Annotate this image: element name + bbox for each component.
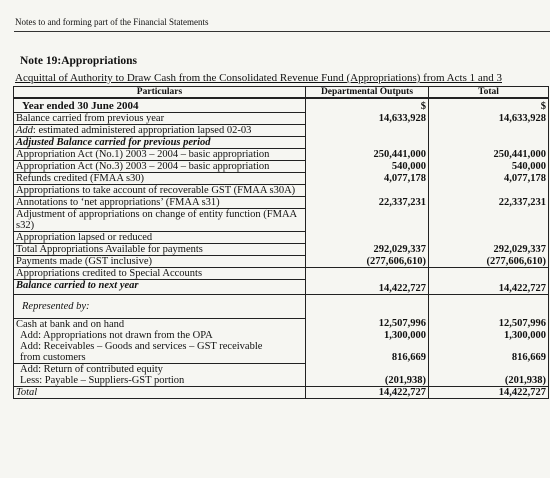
total-value: 14,422,727 [428,279,549,295]
row-label: Add: Receivables – Goods and services – … [13,340,306,352]
row-label: Adjusted Balance carried for previous pe… [13,136,306,149]
table-row: Adjustment of appropriations on change o… [13,208,549,232]
table-row: Appropriation lapsed or reduced [13,231,549,244]
total-value: (277,606,610) [428,255,549,268]
total-value: 540,000 [428,160,549,173]
row-label: Payments made (GST inclusive) [13,255,306,268]
table-row: Adjusted Balance carried for previous pe… [13,136,549,149]
represented-by-label: Represented by: [13,294,306,318]
dept-value: 12,507,996 [305,318,429,330]
dept-value: 292,029,337 [305,243,429,256]
dept-value: 14,422,727 [305,386,429,399]
table-row: Add: estimated administered appropriatio… [13,124,549,137]
dept-value: 4,077,178 [305,172,429,185]
row-label: Balance carried to next year [13,279,306,295]
total-value: (201,938) [428,374,549,387]
total-value: 816,669 [428,351,549,363]
row-label: Total Appropriations Available for payme… [13,243,306,256]
row-label-text: : estimated administered appropriation l… [32,125,252,136]
dept-value: 816,669 [305,351,429,363]
table-row: Balance carried from previous year 14,63… [13,112,549,125]
table-row: Cash at bank and on hand 12,507,996 12,5… [13,317,549,330]
row-label: Annotations to ‘net appropriations’ (FMA… [13,196,306,209]
table-row: Less: Payable – Suppliers-GST portion (2… [13,374,549,387]
year-label: Year ended 30 June 2004 [13,98,306,113]
represented-by-row: Represented by: [13,294,549,318]
row-label: Refunds credited (FMAA s30) [13,172,306,185]
note-title: Note 19:Appropriations [20,55,138,67]
row-label: Cash at bank and on hand [13,317,306,330]
total-row: Total 14,422,727 14,422,727 [13,385,549,399]
dept-value: 540,000 [305,160,429,173]
dept-currency: $ [305,98,429,113]
total-value: 4,077,178 [428,172,549,185]
total-value: 12,507,996 [428,318,549,330]
dept-value: 22,337,231 [305,196,429,209]
dept-value: (201,938) [305,374,429,387]
total-value: 1,300,000 [428,329,549,341]
dept-value: 14,633,928 [305,112,429,125]
table-row: Add: Receivables – Goods and services – … [13,340,549,352]
appropriations-table: Particulars Departmental Outputs Total Y… [13,86,549,399]
table-row: Balance carried to next year 14,422,727 … [13,279,549,295]
total-value: 22,337,231 [428,196,549,209]
row-label: Total [13,385,306,399]
year-row: Year ended 30 June 2004 $ $ [13,98,549,113]
table-header-row: Particulars Departmental Outputs Total [13,86,549,99]
row-label: Less: Payable – Suppliers-GST portion [13,374,306,386]
row-label: Appropriation Act (No.1) 2003 – 2004 – b… [13,148,306,161]
table-row: from customers 816,669 816,669 [13,351,549,363]
table-row: Appropriation Act (No.1) 2003 – 2004 – b… [13,148,549,161]
page-header: Notes to and forming part of the Financi… [15,17,209,27]
row-label: Balance carried from previous year [13,112,306,125]
table-row: Appropriation Act (No.3) 2003 – 2004 – b… [13,160,549,173]
dept-value: 250,441,000 [305,148,429,161]
row-label: Add: Appropriations not drawn from the O… [13,329,306,341]
table-row: Payments made (GST inclusive) (277,606,6… [13,255,549,268]
table-subtitle: Acquittal of Authority to Draw Cash from… [15,72,502,84]
table-row: Add: Return of contributed equity [13,362,549,375]
row-label: Appropriation Act (No.3) 2003 – 2004 – b… [13,160,306,173]
column-header-total: Total [428,86,549,99]
header-rule [14,31,550,32]
row-label: Appropriations credited to Special Accou… [13,267,306,280]
total-currency: $ [428,98,549,113]
total-value: 292,029,337 [428,243,549,256]
row-label: Add: estimated administered appropriatio… [13,124,306,137]
table-row: Total Appropriations Available for payme… [13,243,549,256]
table-row: Refunds credited (FMAA s30) 4,077,178 4,… [13,172,549,185]
row-label: Appropriations to take account of recove… [13,184,306,197]
dept-value: 14,422,727 [305,279,429,295]
dept-value: (277,606,610) [305,255,429,268]
table-row: Appropriations to take account of recove… [13,184,549,197]
row-label: Adjustment of appropriations on change o… [13,208,306,232]
table-row: Appropriations credited to Special Accou… [13,267,549,280]
row-label: from customers [13,351,306,363]
column-header-departmental-outputs: Departmental Outputs [305,86,429,99]
dept-value: 1,300,000 [305,329,429,341]
total-value: 14,633,928 [428,112,549,125]
column-header-particulars: Particulars [13,86,306,99]
row-label: Appropriation lapsed or reduced [13,231,306,244]
add-emphasis: Add [16,125,33,136]
total-value: 250,441,000 [428,148,549,161]
table-row: Add: Appropriations not drawn from the O… [13,329,549,341]
table-row: Annotations to ‘net appropriations’ (FMA… [13,196,549,209]
row-label: Add: Return of contributed equity [13,362,306,375]
total-value: 14,422,727 [428,386,549,399]
